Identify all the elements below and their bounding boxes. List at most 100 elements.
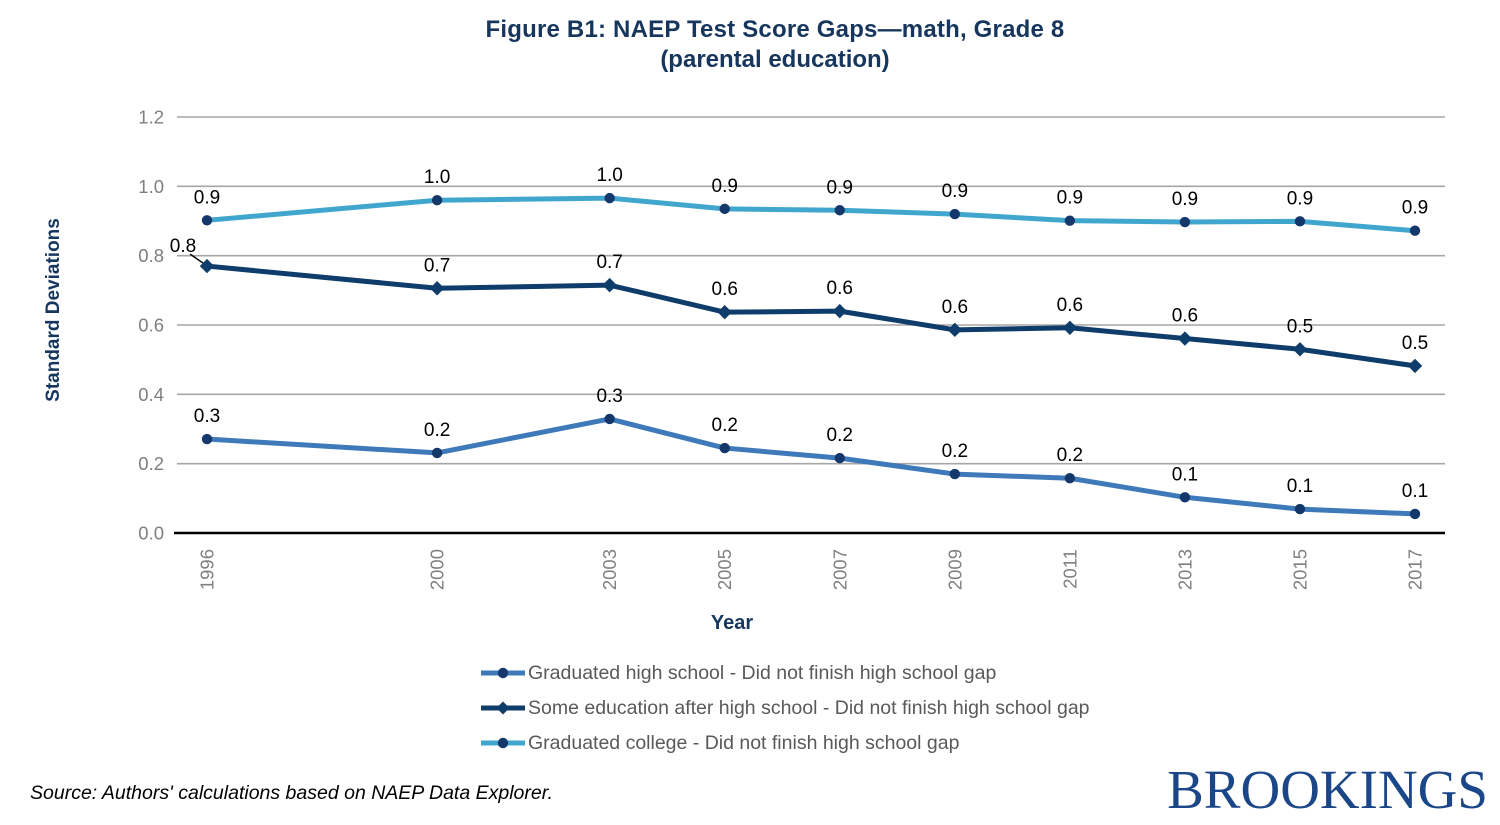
data-point-marker — [1409, 508, 1421, 520]
data-point-marker — [431, 195, 443, 206]
y-axis-tick-label: 0.4 — [138, 384, 164, 405]
data-label: 0.7 — [596, 252, 622, 273]
chart-title: Figure B1: NAEP Test Score Gaps—math, Gr… — [485, 16, 1065, 43]
x-axis-tick-label: 2005 — [714, 549, 735, 590]
x-axis-tick-label: 2000 — [427, 549, 448, 590]
data-point-marker — [1179, 216, 1191, 228]
data-label: 0.6 — [827, 278, 853, 299]
data-label: 0.1 — [1402, 481, 1428, 502]
data-label: 1.0 — [596, 165, 622, 186]
data-point-marker — [201, 215, 213, 226]
data-label: 0.7 — [424, 255, 450, 276]
x-axis-tick-label: 2013 — [1174, 549, 1195, 590]
x-axis-tick-label: 2017 — [1405, 549, 1426, 590]
data-point-marker — [199, 258, 215, 274]
data-label: 0.6 — [712, 279, 738, 300]
data-label: 0.5 — [1402, 333, 1428, 354]
series-line — [204, 263, 1418, 369]
data-label: 0.6 — [1172, 306, 1198, 327]
legend-item-label: Graduated college - Did not finish high … — [528, 731, 960, 754]
data-point-marker — [1064, 473, 1076, 484]
data-label-leader-line — [189, 253, 204, 264]
line-diamond-marker-icon — [481, 701, 525, 715]
data-label: 0.9 — [827, 177, 853, 198]
data-label: 0.9 — [1402, 198, 1428, 219]
x-axis-tick-label: 2007 — [829, 549, 850, 590]
source-note: Source: Authors' calculations based on N… — [30, 782, 553, 804]
legend-diamond — [496, 701, 510, 715]
legend-circle — [497, 737, 509, 749]
data-label: 1.0 — [424, 167, 450, 188]
y-axis-tick-label: 1.0 — [138, 176, 164, 197]
data-point-marker — [1409, 225, 1421, 236]
x-axis-tick-label: 2011 — [1059, 549, 1080, 589]
x-axis-tick-label: 2003 — [599, 549, 620, 590]
legend-item: Some education after high school - Did n… — [480, 696, 1090, 720]
data-label: 0.6 — [1057, 295, 1083, 316]
data-point-marker — [832, 303, 847, 319]
data-point-marker — [949, 468, 961, 480]
data-point-marker — [719, 203, 730, 215]
data-point-marker — [602, 277, 617, 293]
data-point-marker — [1177, 331, 1193, 346]
data-point-marker — [1294, 216, 1306, 227]
legend-item: Graduated high school - Did not finish h… — [480, 661, 1090, 685]
y-axis-tick-label: 0.2 — [138, 453, 164, 474]
data-point-marker — [949, 208, 961, 220]
data-label: 0.2 — [827, 425, 853, 446]
data-point-marker — [719, 442, 730, 454]
y-axis-tick-label: 1.2 — [138, 107, 164, 128]
data-label: 0.2 — [1057, 445, 1083, 466]
data-label: 0.1 — [1172, 464, 1198, 485]
data-label: 0.6 — [942, 297, 968, 318]
data-point-marker — [201, 433, 213, 445]
legend-item-label: Some education after high school - Did n… — [528, 696, 1090, 719]
data-point-marker — [1294, 503, 1306, 515]
data-label: 0.5 — [1287, 316, 1313, 337]
data-point-marker — [1407, 358, 1423, 374]
x-axis-tick-label: 2009 — [944, 549, 965, 590]
data-label: 0.9 — [1057, 188, 1083, 209]
data-label: 0.9 — [194, 187, 220, 208]
data-label: 0.3 — [194, 406, 220, 427]
x-axis-tick-label: 1996 — [197, 549, 218, 590]
data-label: 0.2 — [942, 441, 968, 462]
data-point-marker — [834, 452, 845, 464]
data-point-marker — [431, 447, 443, 459]
brookings-logo: BROOKINGS — [1167, 759, 1488, 820]
y-axis-tick-label: 0.8 — [138, 245, 164, 266]
chart-subtitle: (parental education) — [660, 46, 890, 73]
y-axis-tick-label: 0.6 — [138, 315, 164, 336]
data-point-marker — [604, 192, 615, 204]
data-point-marker — [1292, 342, 1308, 357]
data-point-marker — [429, 281, 445, 296]
data-label: 0.9 — [1172, 189, 1198, 210]
data-point-marker — [947, 322, 963, 338]
data-label: 0.9 — [942, 181, 968, 202]
data-label: 0.3 — [596, 386, 622, 407]
legend-item: Graduated college - Did not finish high … — [480, 731, 1090, 755]
data-point-marker — [834, 205, 845, 216]
x-axis-title: Year — [710, 612, 754, 634]
line-circle-marker-icon — [481, 737, 525, 749]
legend-item-label: Graduated high school - Did not finish h… — [528, 661, 997, 684]
y-axis-tick-label: 0.0 — [138, 523, 164, 544]
series-line — [204, 195, 1418, 234]
x-axis-tick-label: 2015 — [1289, 549, 1310, 590]
data-label: 0.2 — [424, 420, 450, 441]
legend-circle — [497, 667, 509, 679]
data-label: 0.2 — [712, 415, 738, 436]
series-line — [204, 416, 1418, 517]
data-label: 0.8 — [170, 236, 196, 257]
data-point-marker — [604, 413, 615, 425]
data-point-marker — [1179, 492, 1191, 503]
line-circle-marker-icon — [481, 667, 525, 679]
data-label: 0.9 — [712, 176, 738, 197]
data-point-marker — [1064, 215, 1076, 226]
chart-legend: Graduated high school - Did not finish h… — [480, 661, 1090, 766]
data-point-marker — [1062, 320, 1078, 335]
data-label: 0.1 — [1287, 476, 1313, 497]
data-label: 0.9 — [1287, 188, 1313, 209]
